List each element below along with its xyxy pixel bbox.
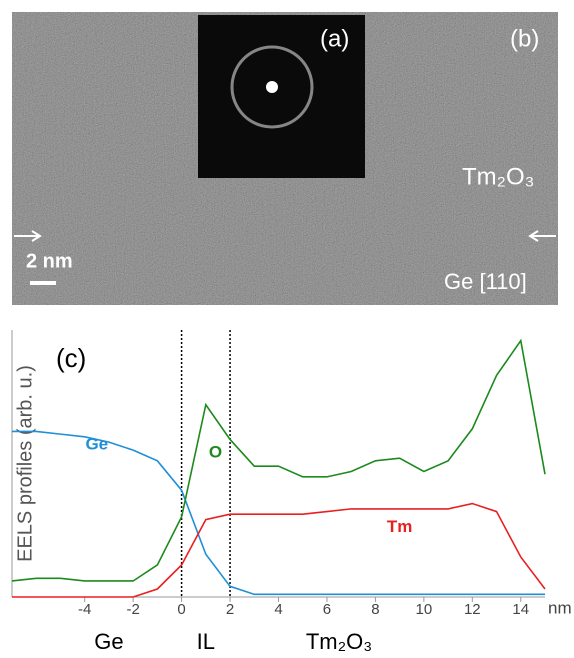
scale-label: 2 nm bbox=[26, 250, 73, 272]
x-tick-label: 4 bbox=[274, 601, 282, 618]
figure: (a) (b) Tm₂O₃ 2 nm Ge [110] (c) EELS prof… bbox=[0, 0, 574, 658]
x-tick-label: 8 bbox=[371, 601, 379, 618]
region-label: Tm₂O₃ bbox=[306, 629, 372, 654]
fft-center bbox=[266, 81, 278, 93]
series-line bbox=[12, 341, 545, 581]
substrate-label: Ge [110] bbox=[444, 269, 527, 294]
x-tick-label: 12 bbox=[464, 601, 481, 618]
x-unit: nm bbox=[548, 598, 572, 617]
series-line bbox=[12, 504, 545, 597]
x-tick-label: -2 bbox=[126, 601, 139, 618]
region-label: Ge bbox=[94, 629, 123, 654]
y-axis-label: EELS profiles (arb. u.) bbox=[14, 365, 36, 562]
x-tick-label: 6 bbox=[323, 601, 331, 618]
inset-label: (a) bbox=[320, 25, 349, 52]
series-line bbox=[12, 431, 545, 594]
scale-bar bbox=[30, 281, 56, 285]
x-tick-label: 10 bbox=[416, 601, 433, 618]
chart: (c) EELS profiles (arb. u.) -4 -2 0 2 4 6 8 10 12 1… bbox=[12, 330, 572, 654]
x-tick-label: 0 bbox=[177, 601, 185, 618]
panel-label: (b) bbox=[510, 25, 539, 52]
x-tick-label: 2 bbox=[226, 601, 234, 618]
oxide-label: Tm₂O₃ bbox=[462, 163, 534, 190]
series-label: O bbox=[209, 442, 222, 461]
x-tick-label: -4 bbox=[78, 601, 91, 618]
region-label: IL bbox=[197, 629, 215, 654]
x-tick-label: 14 bbox=[512, 601, 529, 618]
series-label: Tm bbox=[387, 517, 413, 536]
panel-label: (c) bbox=[56, 343, 86, 373]
series-label: Ge bbox=[85, 434, 108, 453]
